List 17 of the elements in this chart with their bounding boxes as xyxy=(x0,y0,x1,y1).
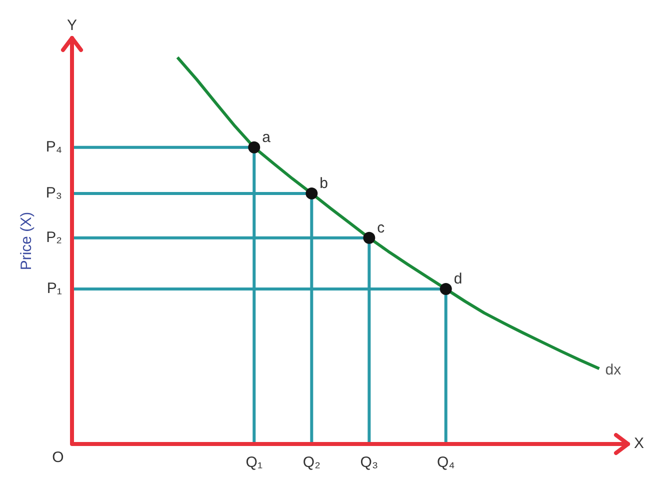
text: P₁ xyxy=(46,280,62,298)
text: P₃ xyxy=(46,184,62,202)
x-tick-label: Q₄ xyxy=(436,454,455,472)
y-axis-title: Price (X) xyxy=(18,212,36,270)
text: Y xyxy=(66,17,78,34)
annotation: d xyxy=(454,270,462,288)
annotation: b xyxy=(320,175,328,192)
text: O xyxy=(52,449,64,466)
text: X xyxy=(634,435,644,452)
series-label: dx xyxy=(605,362,622,379)
x-tick-label: Q₁ xyxy=(246,454,263,472)
text: P₄ xyxy=(46,138,62,156)
x-tick-label: Q₂ xyxy=(302,454,321,472)
x-tick-label: Q₃ xyxy=(360,454,378,472)
annotation: c xyxy=(377,220,386,237)
text: P₂ xyxy=(46,229,62,246)
annotation: a xyxy=(262,129,272,146)
